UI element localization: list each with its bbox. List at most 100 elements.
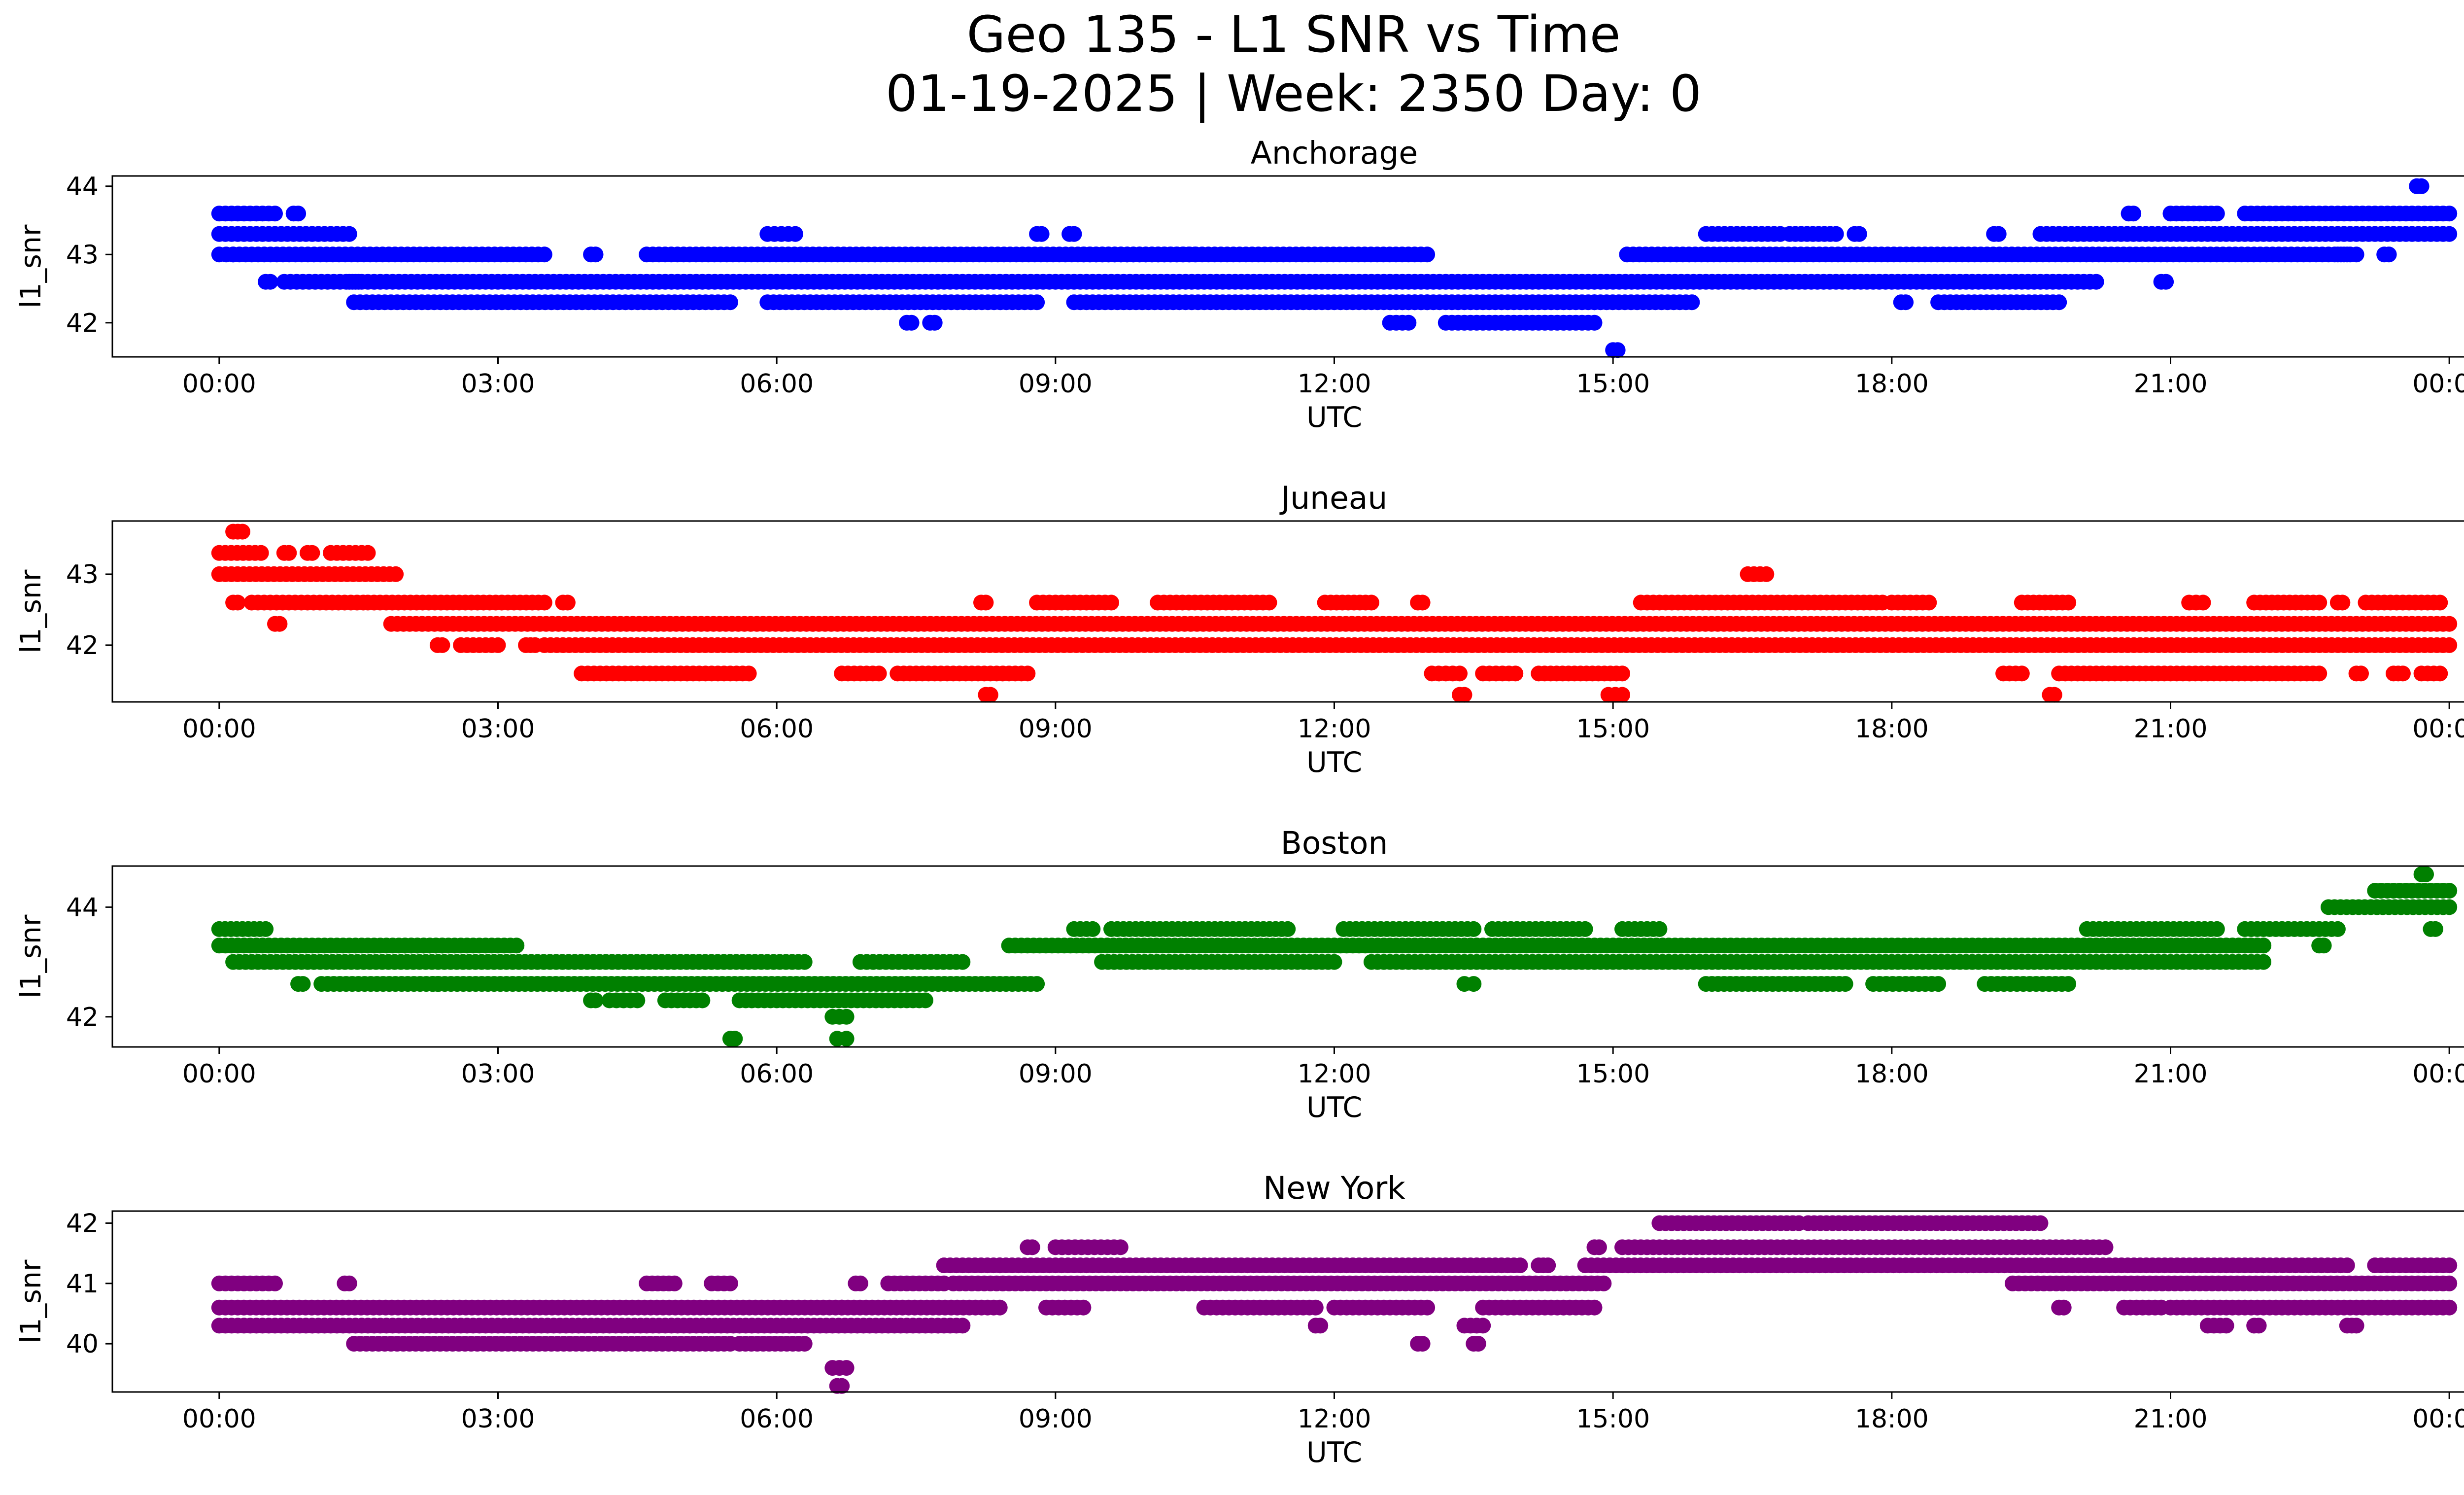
data-point: [2329, 921, 2346, 937]
y-axis-label: l1_snr: [15, 569, 47, 653]
data-point: [1758, 566, 1775, 582]
data-point: [1586, 314, 1603, 331]
x-axis-label: UTC: [1306, 1436, 1362, 1469]
x-tick-label: 21:00: [2134, 1059, 2208, 1089]
data-point: [2395, 665, 2411, 682]
data-point: [727, 1031, 743, 1047]
data-point: [1466, 921, 1482, 937]
data-point: [1591, 1239, 1607, 1255]
data-point: [2418, 866, 2434, 882]
data-point: [1614, 687, 1630, 703]
data-point: [2311, 594, 2327, 611]
data-point: [796, 1336, 813, 1352]
data-point: [2014, 665, 2030, 682]
data-point: [262, 274, 278, 290]
x-tick-label: 00:00: [182, 369, 256, 399]
data-point: [2381, 246, 2397, 263]
data-point: [2348, 246, 2364, 263]
x-tick-label: 09:00: [1019, 1404, 1093, 1434]
data-point: [1020, 665, 1036, 682]
x-axis-label: UTC: [1306, 746, 1362, 779]
data-point: [903, 314, 920, 331]
data-point: [2209, 206, 2225, 222]
x-tick-label: 00:00: [2412, 369, 2464, 399]
x-tick-label: 06:00: [740, 369, 814, 399]
data-point: [871, 665, 887, 682]
data-point: [1414, 1336, 1431, 1352]
data-point: [559, 594, 576, 611]
x-tick-label: 12:00: [1298, 1059, 1371, 1089]
data-point: [666, 1275, 683, 1291]
data-point: [1312, 1318, 1329, 1334]
data-point: [1066, 226, 1082, 242]
data-point: [1684, 294, 1700, 311]
data-point: [2251, 1318, 2267, 1334]
data-point: [1085, 921, 1101, 937]
points-new-york: [211, 1215, 2458, 1394]
x-tick-label: 21:00: [2134, 369, 2208, 399]
data-point: [2413, 178, 2430, 194]
data-point: [992, 1299, 1008, 1316]
data-point: [2316, 938, 2332, 954]
data-point: [509, 938, 525, 954]
panel-title: New York: [1263, 1170, 1405, 1206]
data-point: [2311, 665, 2327, 682]
data-point: [1470, 1336, 1486, 1352]
data-point: [2353, 665, 2369, 682]
data-point: [587, 246, 604, 263]
data-point: [304, 545, 320, 561]
data-point: [341, 226, 357, 242]
x-tick-label: 03:00: [461, 369, 535, 399]
data-point: [852, 1275, 868, 1291]
data-point: [955, 1318, 971, 1334]
x-axis-label: UTC: [1306, 1091, 1362, 1124]
panel-title: Juneau: [1279, 480, 1388, 516]
data-point: [1475, 1318, 1491, 1334]
y-axis-label: l1_snr: [15, 224, 47, 308]
x-tick-label: 06:00: [740, 714, 814, 744]
data-point: [838, 1031, 855, 1047]
data-point: [258, 921, 274, 937]
figure-title-line1: Geo 135 - L1 SNR vs Time: [967, 5, 1621, 64]
data-point: [360, 545, 376, 561]
data-point: [2441, 899, 2458, 915]
data-point: [1419, 246, 1436, 263]
data-point: [2218, 1318, 2234, 1334]
data-point: [2334, 594, 2351, 611]
data-point: [1898, 294, 1914, 311]
x-tick-label: 21:00: [2134, 714, 2208, 744]
data-point: [2055, 1299, 2072, 1316]
data-point: [926, 314, 943, 331]
data-point: [587, 992, 604, 1008]
data-point: [982, 687, 998, 703]
data-point: [694, 992, 711, 1008]
data-point: [1419, 1299, 1436, 1316]
data-point: [1851, 226, 1867, 242]
data-point: [1651, 921, 1668, 937]
y-tick-label: 42: [66, 1003, 99, 1032]
y-tick-label: 42: [66, 631, 99, 661]
subplot-panels: 00:00 03:00 06:00 09:00 12:00 15:00 18:00 21:00…: [15, 135, 2464, 1469]
data-point: [1609, 342, 1626, 358]
y-tick-label: 41: [66, 1269, 99, 1299]
y-axis-label: l1_snr: [15, 1259, 47, 1343]
data-point: [2097, 1239, 2114, 1255]
figure-title-line2: 01-19-2025 | Week: 2350 Day: 0: [886, 65, 1702, 123]
data-point: [787, 226, 803, 242]
data-point: [1261, 594, 1277, 611]
data-point: [2441, 1257, 2458, 1274]
data-point: [2256, 954, 2272, 970]
data-point: [2427, 921, 2443, 937]
x-tick-label: 18:00: [1855, 1059, 1929, 1089]
data-point: [2088, 274, 2104, 290]
data-point: [1586, 1299, 1603, 1316]
data-point: [629, 992, 646, 1008]
data-point: [2256, 938, 2272, 954]
x-tick-label: 00:00: [2412, 714, 2464, 744]
x-tick-label: 18:00: [1855, 1404, 1929, 1434]
data-point: [1452, 665, 1468, 682]
x-tick-label: 03:00: [461, 1059, 535, 1089]
data-point: [2195, 594, 2211, 611]
x-tick-label: 12:00: [1298, 369, 1371, 399]
y-axis-label: l1_snr: [15, 914, 47, 998]
